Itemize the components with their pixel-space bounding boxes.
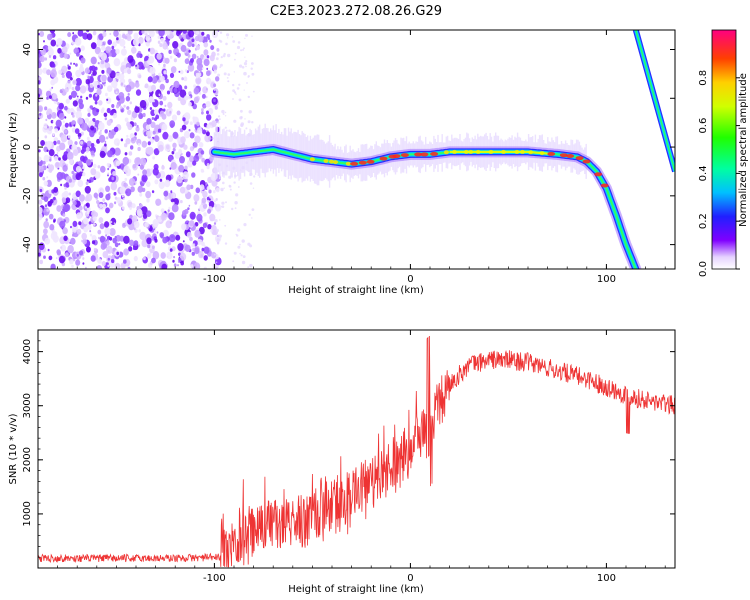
- top-x-tick-label: 0: [407, 274, 413, 285]
- colorbar-tick-label: 0.6: [698, 118, 709, 134]
- colorbar-tick-label: 0.4: [698, 165, 709, 181]
- top-x-tick-label: -100: [203, 274, 226, 285]
- top-y-axis-label: Frequency (Hz): [8, 112, 19, 188]
- top-y-tick-label: -40: [22, 236, 33, 252]
- noise-speckle: [38, 30, 256, 269]
- spectrogram-panel: -100 0 100 -40 -20 0 20 40 Height of straight …: [8, 29, 749, 296]
- snr-panel: -100 0 100 1000 2000 3000 4000 Height of stra…: [8, 329, 676, 595]
- bottom-x-tick-label: -100: [203, 573, 226, 584]
- colorbar-tick-label: 0.2: [698, 213, 709, 229]
- bottom-y-tick-label: 1000: [22, 501, 33, 526]
- bottom-y-axis-label: SNR (10 * v/v): [8, 413, 19, 484]
- bottom-x-axis-label: Height of straight line (km): [288, 584, 424, 595]
- secondary-ridge: [632, 30, 675, 173]
- bottom-y-tick-label: 2000: [22, 447, 33, 472]
- top-y-tick-label: 40: [22, 43, 33, 56]
- bottom-x-tick-label: 0: [407, 573, 413, 584]
- top-x-axis-label: Height of straight line (km): [288, 285, 424, 296]
- colorbar-tick-label: 0.0: [698, 261, 709, 277]
- top-y-tick-label: -20: [22, 188, 33, 204]
- colorbar-tick-label: 0.8: [698, 70, 709, 86]
- top-x-tick-label: 100: [597, 274, 616, 285]
- top-y-tick-label: 20: [22, 92, 33, 105]
- bottom-y-tick-label: 3000: [22, 393, 33, 418]
- colorbar: [711, 29, 737, 270]
- bottom-plot-area: [38, 330, 675, 568]
- top-plot-frame: [37, 29, 676, 270]
- colorbar-label: Normalized spectral amplitude: [738, 73, 749, 227]
- snr-series-line: [38, 335, 675, 568]
- bottom-y-tick-label: 4000: [22, 339, 33, 364]
- figure-title: C2E3.2023.272.08.26.G29: [270, 4, 442, 19]
- top-y-tick-label: 0: [22, 144, 33, 150]
- bottom-x-tick-label: 100: [597, 573, 616, 584]
- frequency-ridge: [208, 123, 642, 269]
